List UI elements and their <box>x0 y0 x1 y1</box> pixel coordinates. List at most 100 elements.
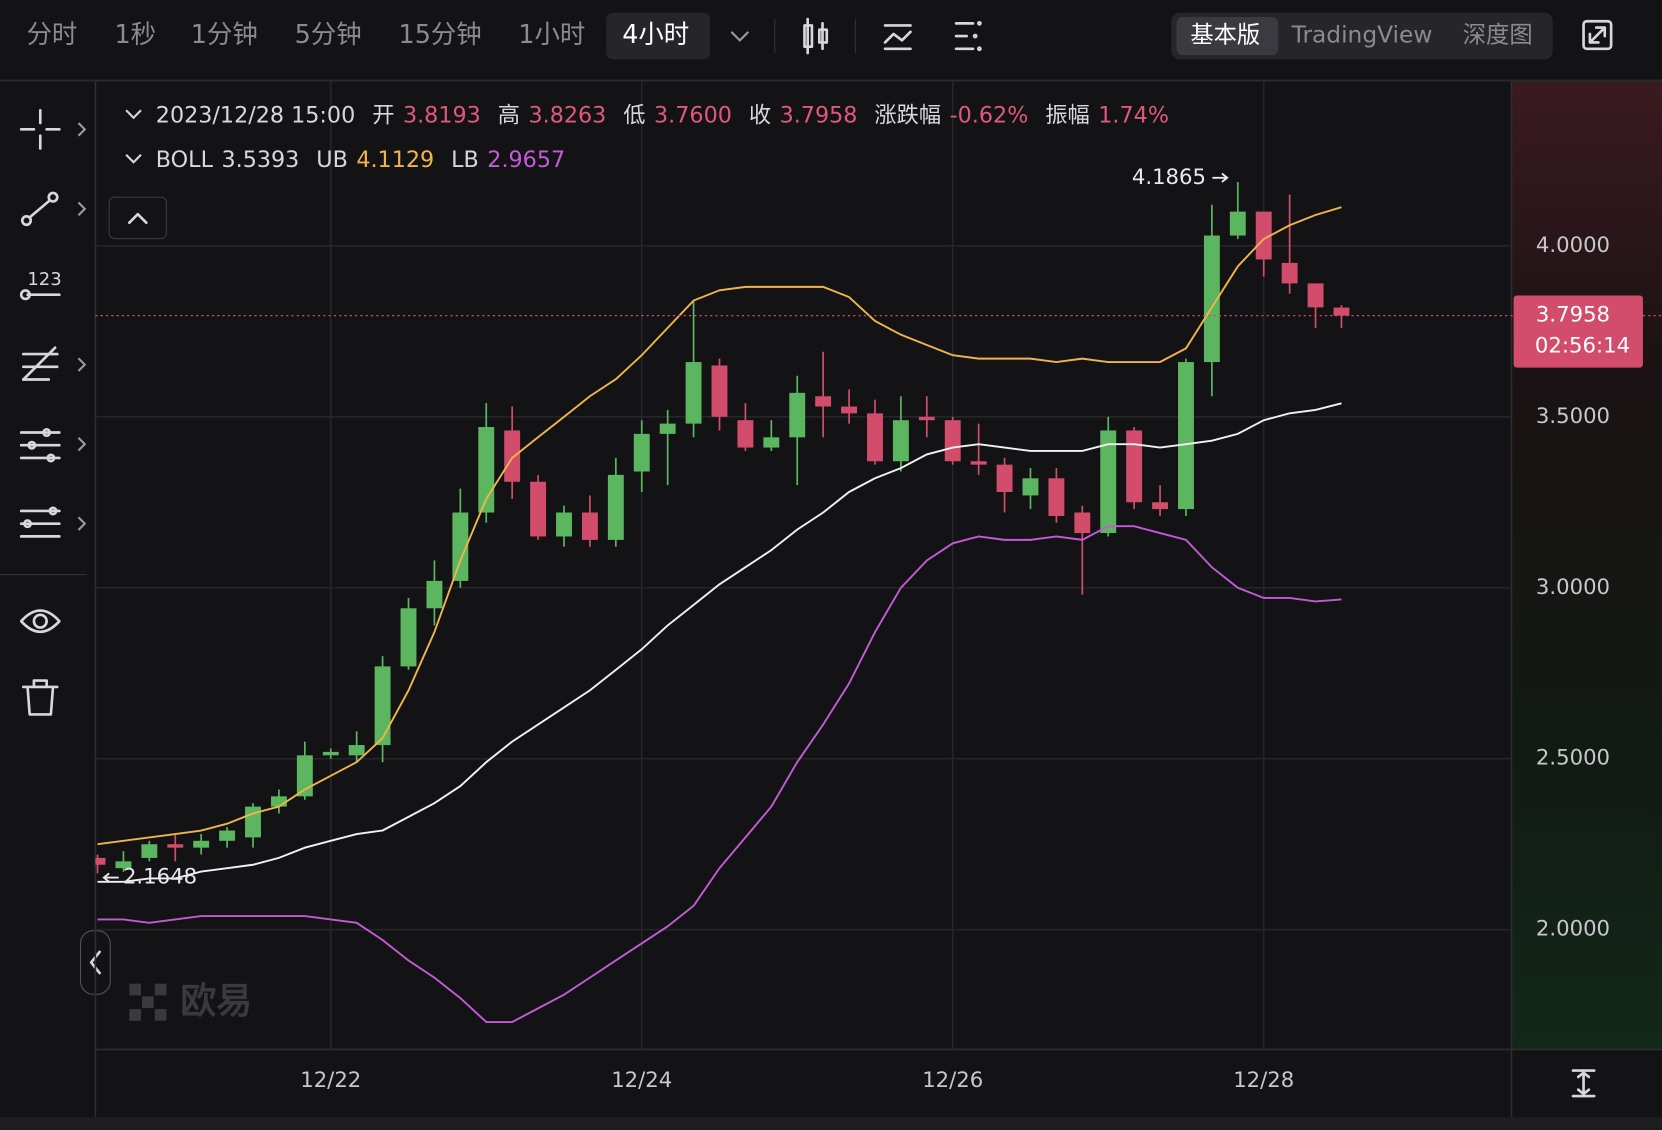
legend-value: 3.7600 <box>654 102 732 128</box>
interval-tab[interactable]: 1小时 <box>518 19 585 49</box>
candle-body <box>1203 235 1220 363</box>
y-tick-label: 2.5000 <box>1536 745 1610 770</box>
candle-body <box>841 406 858 414</box>
legend-series-value: 2.9657 <box>487 147 565 173</box>
axis-scale-icon[interactable] <box>1571 1069 1596 1098</box>
legend-label: 涨跌幅 <box>874 102 941 128</box>
candle-body <box>996 464 1013 493</box>
candle-body <box>970 461 987 465</box>
candle-body <box>1074 512 1091 534</box>
candle-body <box>452 512 469 581</box>
candle-body <box>296 755 313 797</box>
crosshair-tool[interactable] <box>19 108 61 150</box>
candle-body <box>141 844 158 858</box>
interval-tab[interactable]: 1秒 <box>114 19 156 49</box>
legend-label: 开 <box>372 102 394 128</box>
x-tick-label: 12/26 <box>922 1067 983 1092</box>
interval-tab[interactable]: 分时 <box>26 19 77 49</box>
legend-label: 低 <box>623 102 645 128</box>
candle-body <box>1048 478 1065 516</box>
low-marker: 2.1648 <box>123 864 197 889</box>
view-tab[interactable]: 深度图 <box>1463 22 1533 49</box>
fullscreen-icon[interactable] <box>1582 19 1613 51</box>
candle-body <box>400 608 417 667</box>
boll-line <box>97 525 1342 1024</box>
candle-body <box>685 362 702 424</box>
candle-body <box>867 413 883 462</box>
interval-tab[interactable]: 1分钟 <box>191 19 258 49</box>
visibility-tool[interactable] <box>19 609 61 634</box>
last-price-box <box>1513 295 1643 368</box>
legend-series-name: UB <box>316 147 348 173</box>
candle-body <box>1229 211 1246 236</box>
candle-body <box>426 580 443 609</box>
legend-value: 3.8263 <box>528 102 606 128</box>
number-tool-icon[interactable]: 123 <box>27 269 61 290</box>
candle-body <box>348 745 365 756</box>
settings-icon[interactable] <box>954 20 982 52</box>
collapse-legend[interactable] <box>108 196 167 240</box>
candle-body <box>1100 430 1117 534</box>
view-tab[interactable]: 基本版 <box>1190 22 1260 49</box>
fib-tool[interactable] <box>21 346 59 381</box>
legend-toggle[interactable] <box>125 154 142 164</box>
candle-body <box>789 392 806 438</box>
y-tick-label: 3.0000 <box>1536 574 1610 599</box>
y-tick-label: 4.0000 <box>1536 232 1610 257</box>
number-tool[interactable] <box>19 289 61 301</box>
interval-tab[interactable]: 4小时 <box>622 19 689 49</box>
watermark: 欧易 <box>180 981 252 1022</box>
candle-body <box>659 423 676 434</box>
interval-active-bg <box>606 12 711 60</box>
candle-body <box>1255 211 1272 260</box>
candle-body <box>115 861 132 869</box>
candle-body <box>270 796 287 807</box>
tool-expand[interactable] <box>77 122 87 531</box>
interval-tab[interactable]: 5分钟 <box>295 19 362 49</box>
candle-type-icon[interactable] <box>803 17 829 55</box>
candle-body <box>1307 283 1324 308</box>
candle-body <box>918 416 935 421</box>
pattern-tool[interactable] <box>19 428 61 463</box>
candle-body <box>167 844 184 848</box>
y-tick-label: 2.0000 <box>1536 916 1610 941</box>
x-tick-label: 12/24 <box>611 1067 672 1092</box>
legend-label: 收 <box>749 102 771 128</box>
candle-body <box>1281 262 1298 284</box>
delete-tool[interactable] <box>21 679 59 716</box>
measure-tool[interactable] <box>19 506 61 538</box>
high-marker-arrow <box>1212 172 1229 183</box>
candle-body <box>763 437 780 448</box>
candle-body <box>504 430 521 482</box>
legend-value: 3.7958 <box>780 102 858 128</box>
candle-body <box>193 840 210 848</box>
interval-tab[interactable]: 15分钟 <box>399 19 482 49</box>
y-tick-label: 3.5000 <box>1536 403 1610 428</box>
candle-body <box>530 481 547 537</box>
legend-series-name: BOLL <box>156 147 214 173</box>
candle-body <box>944 420 961 462</box>
legend-toggle[interactable] <box>125 109 142 120</box>
candle-body <box>374 666 391 746</box>
x-tick-label: 12/28 <box>1233 1067 1294 1092</box>
legend-value: -0.62% <box>950 102 1029 128</box>
candle-body <box>607 474 624 540</box>
interval-more[interactable] <box>730 31 750 42</box>
legend-label: 振幅 <box>1045 102 1090 128</box>
candle-body <box>892 420 909 462</box>
candle-body <box>633 433 650 472</box>
line-tool[interactable] <box>20 191 59 227</box>
legend-series-name: LB <box>451 147 479 173</box>
candle-body <box>1126 430 1143 503</box>
candle-body <box>1333 307 1350 316</box>
plot-area <box>95 182 1350 1024</box>
bottom-strip <box>0 1117 1662 1130</box>
indicator-icon[interactable] <box>883 24 912 51</box>
view-tab[interactable]: TradingView <box>1291 22 1433 49</box>
candle-body <box>219 830 236 841</box>
low-marker-arrow <box>102 872 119 883</box>
high-marker: 4.1865 <box>1132 164 1206 189</box>
legend-value: 3.8193 <box>403 102 481 128</box>
